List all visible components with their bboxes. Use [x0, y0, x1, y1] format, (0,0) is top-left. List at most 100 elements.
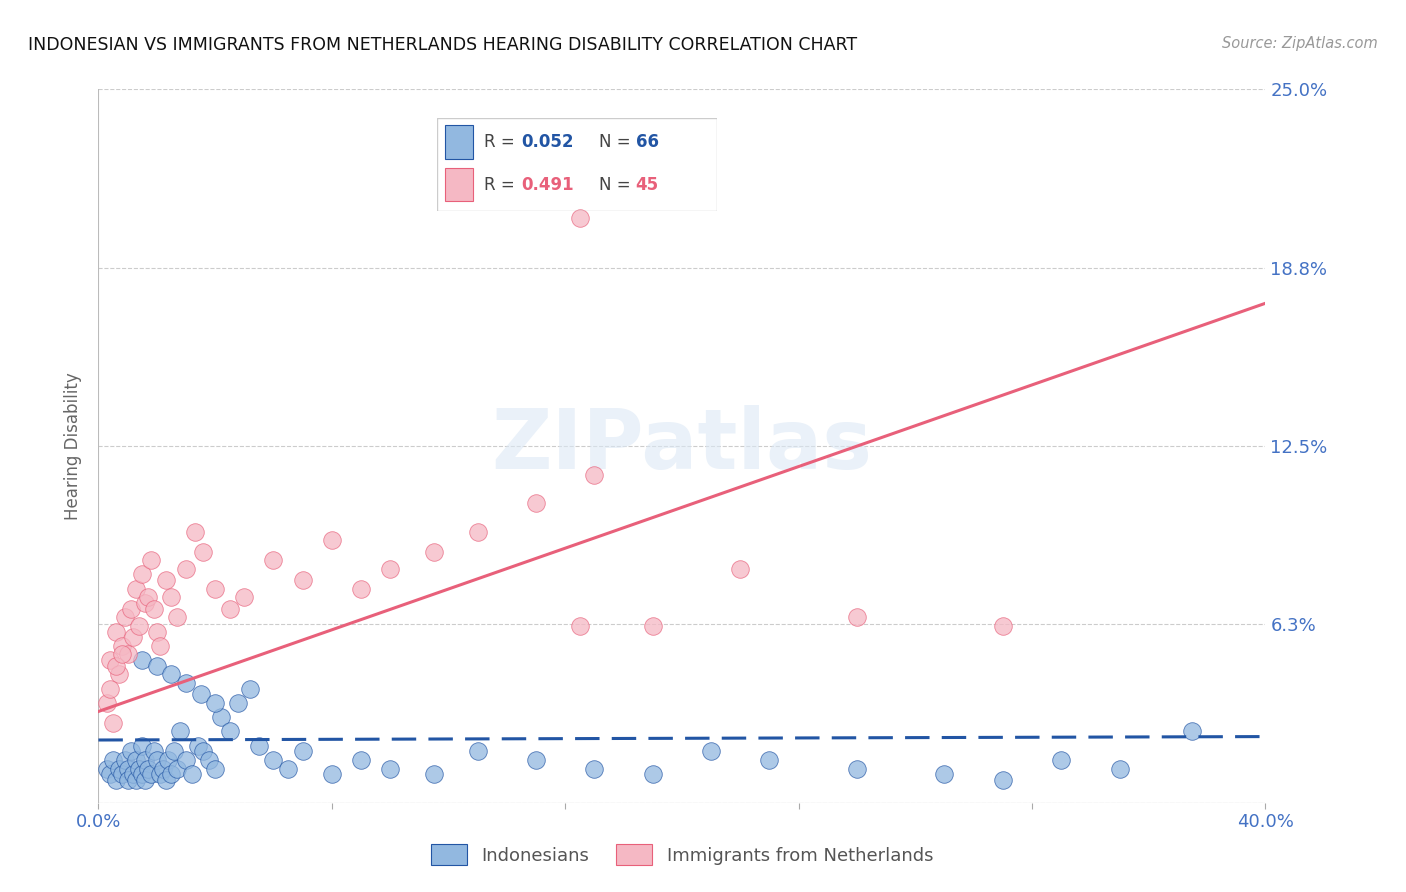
Point [111, 639, 134, 653]
Point [131, 767, 153, 781]
Point [204, 696, 226, 710]
Legend: Indonesians, Immigrants from Netherlands: Indonesians, Immigrants from Netherlands [423, 837, 941, 872]
Point [128, 619, 150, 633]
Point [139, 553, 162, 567]
Point [163, 744, 186, 758]
Point [187, 739, 209, 753]
Point [122, 767, 145, 781]
Point [524, 496, 547, 510]
Point [96, 762, 118, 776]
Point [846, 610, 869, 624]
Point [166, 762, 188, 776]
Point [524, 753, 547, 767]
Point [247, 739, 270, 753]
Point [134, 596, 156, 610]
Point [1108, 762, 1130, 776]
Point [700, 744, 723, 758]
Text: ZIPatlas: ZIPatlas [492, 406, 872, 486]
Point [174, 676, 197, 690]
Point [134, 753, 156, 767]
Point [262, 553, 284, 567]
Point [114, 610, 136, 624]
Point [758, 753, 780, 767]
Point [467, 524, 489, 539]
Y-axis label: Hearing Disability: Hearing Disability [65, 372, 83, 520]
Point [157, 753, 180, 767]
Point [120, 601, 142, 615]
Point [155, 772, 177, 787]
Point [583, 467, 606, 482]
Point [104, 658, 127, 673]
Point [155, 573, 177, 587]
Point [104, 624, 127, 639]
Point [149, 639, 172, 653]
Point [142, 601, 165, 615]
Point [641, 619, 664, 633]
Point [1050, 753, 1073, 767]
Point [350, 582, 373, 596]
Point [120, 744, 142, 758]
Point [846, 762, 869, 776]
Point [233, 591, 256, 605]
Point [991, 772, 1014, 787]
Point [131, 653, 153, 667]
Point [149, 767, 172, 781]
Point [98, 767, 121, 781]
Point [209, 710, 232, 724]
Point [193, 544, 215, 558]
Point [277, 762, 299, 776]
Point [139, 767, 162, 781]
Point [1181, 724, 1204, 739]
Point [134, 772, 156, 787]
Point [321, 533, 343, 548]
Point [218, 724, 240, 739]
Point [146, 658, 169, 673]
Point [190, 687, 212, 701]
Point [111, 648, 134, 662]
Point [136, 762, 159, 776]
Point [101, 715, 124, 730]
Point [160, 767, 183, 781]
Point [239, 681, 262, 696]
Point [321, 767, 343, 781]
Point [131, 567, 153, 582]
Point [125, 772, 148, 787]
Point [108, 762, 131, 776]
Point [583, 762, 606, 776]
Point [183, 524, 205, 539]
Point [169, 724, 191, 739]
Point [423, 544, 446, 558]
Point [166, 610, 188, 624]
Point [96, 696, 118, 710]
Point [198, 753, 221, 767]
Point [122, 630, 145, 644]
Point [291, 744, 314, 758]
Point [111, 767, 134, 781]
Point [291, 573, 314, 587]
Point [228, 696, 250, 710]
Point [380, 562, 402, 576]
Point [174, 562, 197, 576]
Point [114, 753, 136, 767]
Point [142, 744, 165, 758]
Point [204, 762, 226, 776]
Point [125, 753, 148, 767]
Point [193, 744, 215, 758]
Text: INDONESIAN VS IMMIGRANTS FROM NETHERLANDS HEARING DISABILITY CORRELATION CHART: INDONESIAN VS IMMIGRANTS FROM NETHERLAND… [28, 36, 858, 54]
Point [568, 211, 591, 225]
Point [117, 762, 139, 776]
Point [568, 619, 591, 633]
Point [262, 753, 284, 767]
Point [180, 767, 202, 781]
Point [160, 591, 183, 605]
Point [117, 648, 139, 662]
Point [991, 619, 1014, 633]
Point [131, 739, 153, 753]
Point [152, 762, 174, 776]
Point [101, 753, 124, 767]
Point [730, 562, 752, 576]
Point [146, 753, 169, 767]
Point [108, 667, 131, 681]
Point [934, 767, 956, 781]
Text: Source: ZipAtlas.com: Source: ZipAtlas.com [1222, 36, 1378, 51]
